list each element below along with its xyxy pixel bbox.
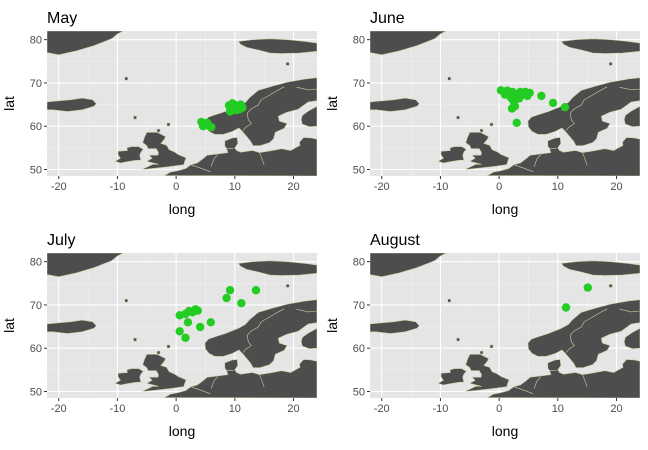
x-tick-label: 0 — [173, 181, 179, 193]
y-tick-label: 80 — [30, 35, 42, 47]
faroe-islands — [457, 116, 460, 119]
shetland-islands — [490, 123, 493, 126]
y-tick-label: 80 — [30, 257, 42, 269]
x-tick-label: 10 — [229, 181, 241, 193]
data-point — [237, 299, 245, 307]
x-axis-label: long — [492, 201, 518, 217]
x-tick-label: 20 — [287, 181, 299, 193]
data-point — [526, 89, 534, 97]
data-point — [515, 94, 523, 102]
data-point — [181, 334, 189, 342]
shetland-islands — [167, 345, 170, 348]
x-axis-label: long — [169, 423, 195, 439]
x-tick-label: 20 — [610, 181, 622, 193]
bear-island — [609, 284, 612, 287]
y-axis-label: lat — [324, 96, 340, 111]
faroe-islands — [134, 338, 137, 341]
data-point — [228, 99, 236, 107]
faroe-islands — [134, 116, 137, 119]
x-tick-label: -10 — [432, 403, 448, 415]
bear-island — [609, 62, 612, 65]
data-point — [561, 103, 569, 111]
y-tick-label: 60 — [30, 121, 42, 133]
x-tick-label: -10 — [109, 403, 125, 415]
y-tick-label: 80 — [353, 257, 365, 269]
y-tick-label: 60 — [30, 343, 42, 355]
orkney-islands — [157, 351, 160, 354]
x-tick-label: 0 — [496, 403, 502, 415]
data-point — [584, 283, 592, 291]
data-point — [176, 327, 184, 335]
panel-title: June — [370, 10, 405, 27]
x-axis-label: long — [169, 201, 195, 217]
x-tick-label: 10 — [552, 181, 564, 193]
faroe-islands — [457, 338, 460, 341]
y-tick-label: 50 — [30, 165, 42, 177]
data-point — [537, 92, 545, 100]
x-tick-label: -20 — [51, 403, 67, 415]
data-point — [207, 318, 215, 326]
shetland-islands — [490, 345, 493, 348]
shetland-islands — [167, 123, 170, 126]
y-axis-label: lat — [324, 318, 340, 333]
data-point — [194, 306, 202, 314]
y-tick-label: 50 — [30, 387, 42, 399]
x-tick-label: 20 — [610, 403, 622, 415]
panel-title: August — [370, 232, 420, 249]
x-tick-label: 10 — [229, 403, 241, 415]
x-tick-label: -10 — [432, 181, 448, 193]
bear-island — [286, 62, 289, 65]
y-tick-label: 60 — [353, 121, 365, 133]
x-tick-label: 0 — [173, 403, 179, 415]
data-point — [199, 122, 207, 130]
orkney-islands — [480, 129, 483, 132]
data-point — [196, 323, 204, 331]
panel-title: May — [47, 10, 77, 27]
y-tick-label: 50 — [353, 165, 365, 177]
orkney-islands — [480, 351, 483, 354]
x-tick-label: -20 — [374, 181, 390, 193]
data-point — [513, 119, 521, 127]
data-point — [235, 105, 243, 113]
y-axis-label: lat — [1, 96, 17, 111]
orkney-islands — [157, 129, 160, 132]
data-point — [226, 286, 234, 294]
data-point — [508, 104, 516, 112]
data-point — [549, 99, 557, 107]
x-tick-label: -10 — [109, 181, 125, 193]
x-tick-label: 20 — [287, 403, 299, 415]
x-tick-label: -20 — [51, 181, 67, 193]
jan-mayen — [448, 299, 451, 302]
y-tick-label: 80 — [353, 35, 365, 47]
data-point — [222, 294, 230, 302]
x-axis-label: long — [492, 423, 518, 439]
y-tick-label: 70 — [353, 300, 365, 312]
y-tick-label: 70 — [353, 78, 365, 90]
data-point — [207, 123, 215, 131]
x-tick-label: 0 — [496, 181, 502, 193]
panel-title: July — [47, 232, 75, 249]
jan-mayen — [125, 77, 128, 80]
data-point — [184, 318, 192, 326]
jan-mayen — [448, 77, 451, 80]
x-tick-label: -20 — [374, 403, 390, 415]
jan-mayen — [125, 299, 128, 302]
x-tick-label: 10 — [552, 403, 564, 415]
data-point — [252, 286, 260, 294]
y-tick-label: 70 — [30, 300, 42, 312]
y-tick-label: 50 — [353, 387, 365, 399]
y-tick-label: 60 — [353, 343, 365, 355]
data-point — [562, 303, 570, 311]
bear-island — [286, 284, 289, 287]
y-axis-label: lat — [1, 318, 17, 333]
y-tick-label: 70 — [30, 78, 42, 90]
